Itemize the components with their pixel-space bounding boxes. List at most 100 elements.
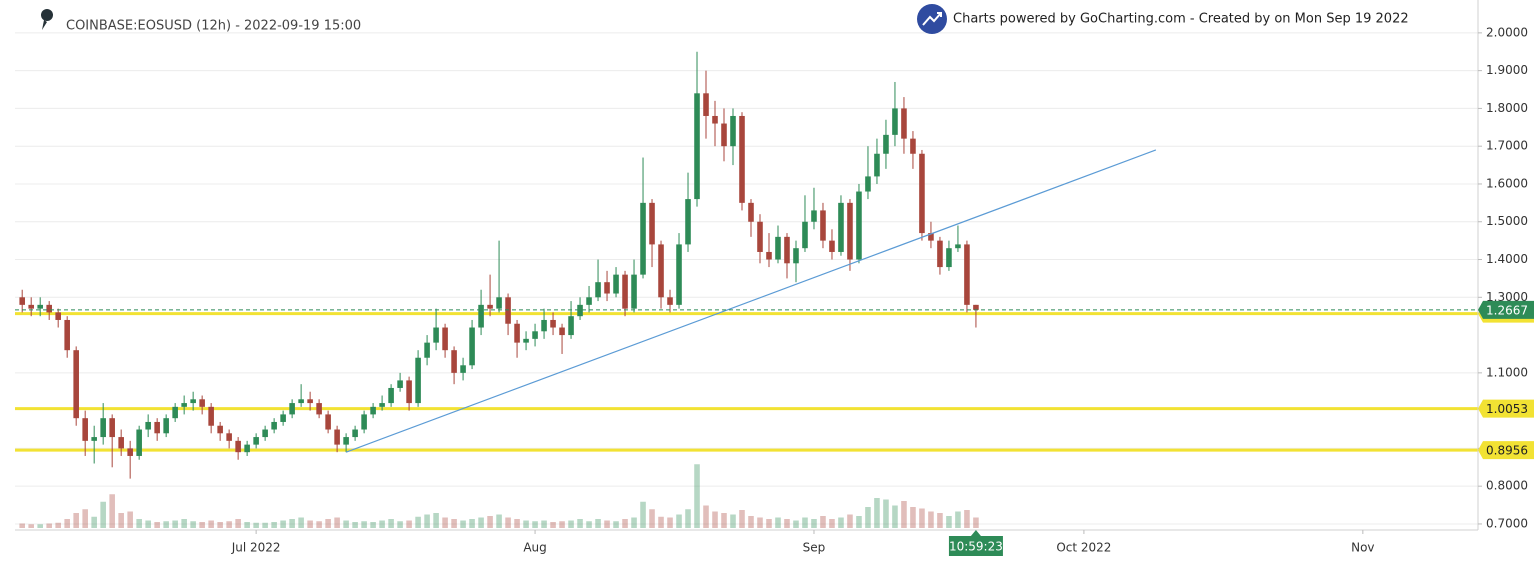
volume-bar <box>676 514 682 528</box>
candle-body <box>478 304 484 328</box>
volume-bar <box>28 524 34 528</box>
volume-bar <box>505 517 511 528</box>
candle-body <box>730 115 736 147</box>
candle-body <box>784 236 790 264</box>
candle-body <box>838 202 844 252</box>
volume-bar <box>541 520 547 528</box>
candle-body <box>766 251 772 260</box>
candle-body <box>856 191 862 260</box>
candle-body <box>505 297 511 324</box>
volume-bar <box>217 522 223 528</box>
candle-body <box>73 350 79 419</box>
candle-body <box>721 123 727 147</box>
volume-bar <box>550 522 556 528</box>
volume-bar <box>100 501 106 528</box>
volume-bar <box>325 519 331 528</box>
volume-bar <box>883 499 889 528</box>
candle-body <box>289 403 295 415</box>
volume-bar <box>289 519 295 528</box>
candle-body <box>892 108 898 135</box>
candle-body <box>685 199 691 245</box>
candle-body <box>424 342 430 358</box>
candle-body <box>64 319 70 351</box>
volume-bar <box>784 519 790 528</box>
candle-body <box>118 437 124 449</box>
volume-bar <box>748 516 754 528</box>
volume-bar <box>604 520 610 528</box>
candle-body <box>298 399 304 404</box>
candle-body <box>946 248 952 268</box>
volume-bar <box>640 501 646 528</box>
candle-body <box>910 138 916 154</box>
volume-bar <box>415 516 421 528</box>
candle-body <box>325 414 331 430</box>
volume-bar <box>568 520 574 528</box>
candle-body <box>712 115 718 124</box>
candle-body <box>343 437 349 445</box>
volume-bar <box>127 511 133 528</box>
candle-body <box>532 331 538 339</box>
volume-bar <box>649 509 655 528</box>
volume-bar <box>973 517 979 528</box>
candle-body <box>397 380 403 388</box>
candle-body <box>622 274 628 309</box>
volume-bar <box>937 513 943 528</box>
candle-body <box>604 282 610 294</box>
candle-body <box>496 297 502 309</box>
volume-bar <box>154 522 160 528</box>
candle-body <box>469 327 475 366</box>
volume-bar <box>262 522 268 528</box>
candle-body <box>280 414 286 422</box>
volume-bar <box>766 519 772 528</box>
countdown-bg <box>948 530 1003 556</box>
candle-body <box>577 304 583 317</box>
y-tick-label: 1.3000 <box>1486 290 1528 304</box>
volume-bar <box>919 508 925 528</box>
candle-body <box>694 93 700 200</box>
volume-bar <box>208 520 214 528</box>
volume-bar <box>244 522 250 528</box>
overlays <box>15 149 1478 453</box>
candle-body <box>82 418 88 441</box>
volume-bar <box>199 522 205 528</box>
candle-body <box>640 202 646 275</box>
candle-body <box>658 244 664 298</box>
volume-bar <box>613 521 619 528</box>
candle-body <box>667 297 673 305</box>
candle-body <box>262 429 268 438</box>
candle-body <box>244 444 250 453</box>
y-tick-label: 1.8000 <box>1486 101 1528 115</box>
candle-body <box>307 399 313 404</box>
level-label: 0.8956 <box>1486 444 1528 458</box>
candle-body <box>541 319 547 332</box>
candle-body <box>748 202 754 222</box>
candle-body <box>676 244 682 305</box>
volume-bar <box>721 513 727 528</box>
candle-body <box>316 403 322 415</box>
candle-body <box>442 327 448 351</box>
volume-bar <box>559 521 565 528</box>
volume-bar <box>298 517 304 528</box>
candle-body <box>568 316 574 336</box>
candle-body <box>460 365 466 373</box>
volume-bar <box>964 510 970 528</box>
candle-body <box>100 418 106 438</box>
candle-body <box>253 437 259 445</box>
candle-body <box>793 248 799 264</box>
candles <box>19 51 979 479</box>
candle-body <box>487 304 493 309</box>
volume-bar <box>424 514 430 528</box>
volume-bar <box>55 522 61 528</box>
x-tick-label: Nov <box>1351 541 1374 555</box>
candle-body <box>865 176 871 192</box>
y-tick-label: 0.7000 <box>1486 516 1528 530</box>
volume-bar <box>109 494 115 528</box>
candle-body <box>235 440 241 453</box>
candle-body <box>271 421 277 430</box>
volume-bar <box>901 501 907 528</box>
volume-bar <box>694 464 700 528</box>
volume-bar <box>361 521 367 528</box>
volume-bar <box>145 520 151 528</box>
volume-bar <box>451 519 457 528</box>
volume-bar <box>172 520 178 528</box>
